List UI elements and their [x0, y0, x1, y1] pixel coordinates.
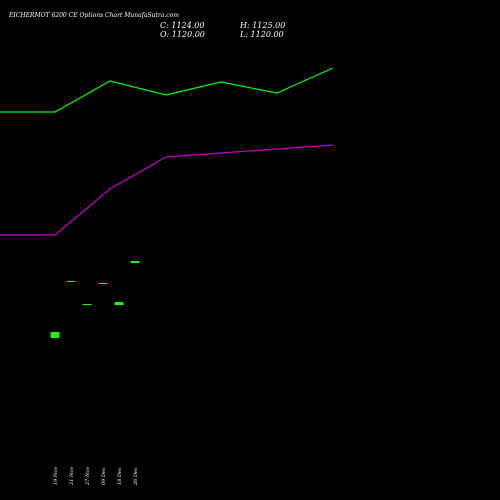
candle-0 — [50, 332, 60, 338]
x-tick-label: 19 Nov — [53, 467, 59, 485]
x-axis-tick-labels: 19 Nov 21 Nov 27 Nov 09 Dec 18 Dec 26 Dec — [53, 467, 139, 486]
candle-3 — [98, 283, 108, 284]
low-value: L: 1120.00 — [240, 30, 284, 39]
line-series-group — [0, 67, 334, 236]
x-tick-label: 18 Dec — [117, 467, 123, 485]
chart-title: EICHERMOT 6200 CE Options Chart MunafaSu… — [9, 12, 179, 19]
candle-2 — [82, 304, 92, 305]
x-tick-label: 09 Dec — [101, 467, 107, 485]
x-tick-label: 26 Dec — [133, 467, 139, 486]
x-tick-label: 21 Nov — [69, 467, 75, 486]
close-value: C: 1124.00 — [160, 21, 205, 30]
open-value: O: 1120.00 — [160, 30, 205, 39]
candle-4 — [114, 302, 124, 305]
moving-average-line — [0, 144, 334, 236]
candle-1 — [66, 281, 76, 282]
price-line — [0, 67, 334, 113]
high-value: H: 1125.00 — [240, 21, 286, 30]
candle-5 — [130, 261, 140, 263]
candle-group — [50, 261, 140, 338]
x-tick-label: 27 Nov — [85, 467, 91, 486]
